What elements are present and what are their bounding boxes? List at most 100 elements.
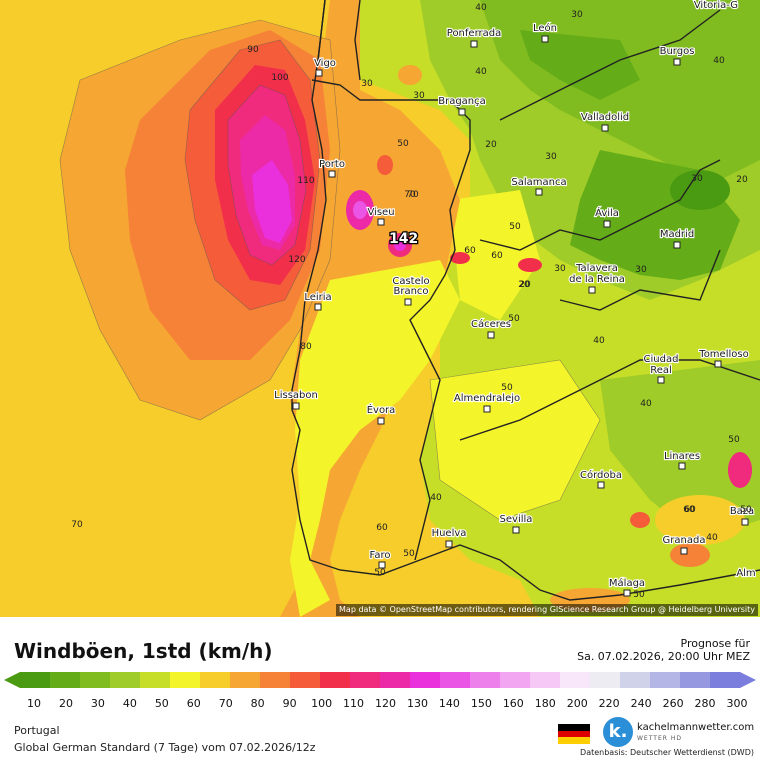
city-label: Bragança — [438, 96, 486, 107]
city-marker — [377, 218, 385, 226]
kachelmann-logo-icon[interactable]: k. — [603, 717, 633, 747]
contour-value-label: 50 — [374, 568, 386, 578]
scale-tick-label: 200 — [567, 697, 588, 710]
brand-sub: WETTER HD — [637, 735, 682, 742]
city-label: Alm — [736, 568, 755, 579]
scale-tick-label: 70 — [219, 697, 233, 710]
contour-value-label: 40 — [640, 399, 652, 409]
city-label: Viseu — [367, 207, 394, 218]
scale-tick-label: 30 — [91, 697, 105, 710]
scale-color-swatch — [320, 672, 351, 688]
scale-color-swatch — [290, 672, 321, 688]
contour-value-label: 70 — [404, 190, 416, 200]
contour-value-label: 50 — [508, 314, 520, 324]
contour-value-label: 40 — [475, 3, 487, 13]
scale-tick-label: 80 — [251, 697, 265, 710]
city-label: Burgos — [660, 46, 695, 57]
city-marker — [315, 69, 323, 77]
city-marker — [597, 481, 605, 489]
flag-stripe — [558, 737, 590, 744]
scale-tick-label: 150 — [471, 697, 492, 710]
scale-color-swatch — [410, 672, 441, 688]
city-marker — [378, 561, 386, 569]
scale-tick-label: 110 — [343, 697, 364, 710]
city-marker — [673, 58, 681, 66]
scale-color-swatch — [380, 672, 411, 688]
scale-color-swatch — [230, 672, 261, 688]
scale-color-swatch — [200, 672, 231, 688]
scale-color-swatch — [470, 672, 501, 688]
contour-value-label: 30 — [545, 152, 557, 162]
city-marker — [623, 589, 631, 597]
contour-value-label: 50 — [728, 435, 740, 445]
contour-value-label: 50 — [740, 505, 752, 515]
germany-flag-icon — [558, 724, 590, 744]
contour-value-label: 60 — [683, 505, 695, 515]
forecast-label: Prognose für — [680, 637, 751, 650]
city-label: Évora — [367, 403, 396, 416]
scale-color-swatch — [500, 672, 531, 688]
city-marker — [535, 188, 543, 196]
scale-tick-label: 220 — [599, 697, 620, 710]
city-marker — [512, 526, 520, 534]
city-marker — [680, 547, 688, 555]
city-marker — [470, 40, 478, 48]
brand-name[interactable]: kachelmannwetter.com — [637, 722, 755, 733]
scale-color-swatch — [50, 672, 81, 688]
scale-tick-label: 280 — [695, 697, 716, 710]
scale-tick-label: 10 — [27, 697, 41, 710]
city-label: de la Reina — [569, 274, 625, 285]
contour-value-label: 50 — [501, 383, 513, 393]
city-marker — [487, 331, 495, 339]
scale-tick-label: 20 — [59, 697, 73, 710]
contour-value-label: 40 — [713, 56, 725, 66]
scale-color-swatch — [260, 672, 291, 688]
scale-color-swatch — [620, 672, 651, 688]
scale-color-swatch — [680, 672, 711, 688]
peak-gust-label: 142 — [389, 231, 418, 247]
contour-value-label: 30 — [571, 10, 583, 20]
city-marker — [678, 462, 686, 470]
city-marker — [673, 241, 681, 249]
city-label: Tomelloso — [698, 349, 748, 360]
scale-color-swatch — [20, 672, 51, 688]
contour-value-label: 50 — [397, 139, 409, 149]
contour-value-label: 80 — [300, 342, 312, 352]
city-label: Vigo — [314, 58, 336, 69]
contour-value-label: 30 — [691, 174, 703, 184]
city-marker — [404, 298, 412, 306]
scale-color-swatch — [170, 672, 201, 688]
city-marker — [377, 417, 385, 425]
model-run-label: Global German Standard (7 Tage) vom 07.0… — [14, 741, 316, 754]
flag-stripe — [558, 730, 590, 738]
contour-value-label: 30 — [554, 264, 566, 274]
contour-value-label: 40 — [593, 336, 605, 346]
contour-value-label: 60 — [684, 505, 696, 515]
color-scale: 10 20 30 40 50 60 70 80 90 100 110 120 130 140 150 160 1… — [4, 672, 756, 710]
scale-color-swatch — [350, 672, 381, 688]
contour-value-label: 70 — [407, 190, 419, 200]
city-label: Cáceres — [471, 318, 511, 330]
contour-value-label: 60 — [464, 246, 476, 256]
forecast-datetime: Sa. 07.02.2026, 20:00 Uhr MEZ — [577, 650, 750, 663]
map-attribution[interactable]: Map data © OpenStreetMap contributors, r… — [336, 604, 758, 616]
city-label: Leiria — [304, 292, 331, 303]
city-label: Málaga — [609, 577, 645, 589]
city-label: Castelo — [392, 276, 429, 287]
scale-color-swatch — [80, 672, 111, 688]
city-label: Real — [650, 365, 672, 376]
scale-tick-label: 140 — [439, 697, 460, 710]
city-label: Ciudad — [644, 354, 679, 365]
contour-value-label: 20 — [736, 175, 748, 185]
contour-value-label: 100 — [271, 73, 288, 83]
scale-arrow-left — [4, 672, 20, 688]
scale-tick-label: 260 — [663, 697, 684, 710]
contour-value-label: 50 — [403, 549, 415, 559]
wind-gust-map[interactable] — [0, 0, 760, 617]
city-label: Porto — [319, 159, 345, 170]
scale-tick-label: 160 — [503, 697, 524, 710]
scale-color-swatch — [440, 672, 471, 688]
legend-panel: Windböen, 1std (km/h) Prognose für Sa. 0… — [0, 617, 760, 760]
contour-value-label: 30 — [361, 79, 373, 89]
contour-value-label: 110 — [297, 176, 314, 186]
